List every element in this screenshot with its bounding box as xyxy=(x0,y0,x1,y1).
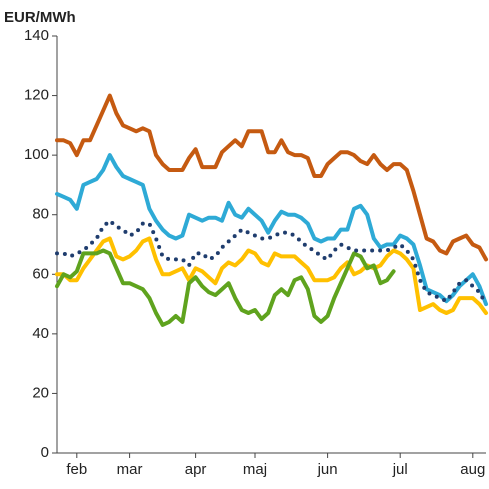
y-tick-label: 60 xyxy=(32,265,49,282)
y-tick-label: 120 xyxy=(24,87,49,104)
y-tick-label: 20 xyxy=(32,384,49,401)
series-line xyxy=(55,248,396,327)
x-tick-label: maj xyxy=(243,461,267,478)
x-tick-label: apr xyxy=(185,461,207,478)
x-tick-label: feb xyxy=(66,461,87,478)
y-tick-label: 80 xyxy=(32,206,49,223)
x-tick-label: jul xyxy=(392,461,408,478)
y-tick-label: 140 xyxy=(24,27,49,44)
x-tick-label: mar xyxy=(117,461,143,478)
series-line xyxy=(55,153,488,307)
y-tick-label: 100 xyxy=(24,146,49,163)
y-tick-label: 40 xyxy=(32,325,49,342)
series-line xyxy=(55,236,488,315)
x-tick-label: jun xyxy=(317,461,338,478)
series-line xyxy=(55,218,488,307)
x-tick-label: aug xyxy=(460,461,485,478)
y-axis-label: EUR/MWh xyxy=(4,9,76,26)
series-line xyxy=(55,93,488,262)
y-tick-label: 0 xyxy=(41,444,49,461)
